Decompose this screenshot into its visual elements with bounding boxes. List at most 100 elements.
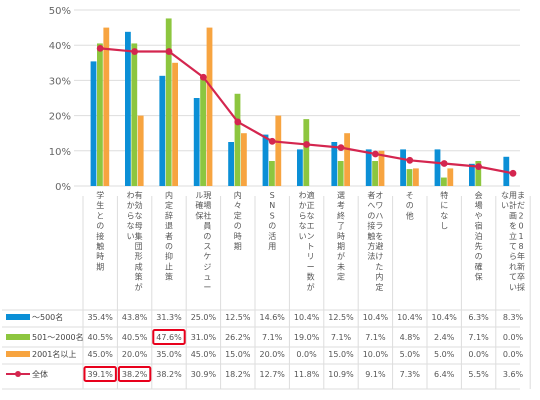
table-cell: 38.2% bbox=[122, 370, 148, 379]
bar bbox=[303, 119, 310, 186]
table-cell: 30.9% bbox=[191, 370, 217, 379]
line-point bbox=[234, 118, 242, 126]
bar bbox=[200, 76, 206, 186]
category-label: オワハラを避けた内定者への接触方法 bbox=[367, 191, 383, 292]
bar bbox=[441, 177, 447, 186]
bar bbox=[262, 134, 269, 186]
table-cell: 6.4% bbox=[434, 370, 455, 379]
table-cell: 40.5% bbox=[122, 333, 148, 342]
bar bbox=[159, 75, 166, 186]
table-cell: 40.5% bbox=[87, 333, 113, 342]
category-label: 現場社員のスケジュール確保 bbox=[195, 191, 211, 292]
table-cell: 15.0% bbox=[328, 350, 354, 359]
bar bbox=[275, 115, 282, 186]
table-cell: 4.8% bbox=[400, 333, 421, 342]
bar bbox=[400, 149, 406, 186]
legend-label: ～500名 bbox=[32, 312, 63, 322]
category-labels: 学生との接触時期 有効な母集団形成策がわからない 内定辞退者の抑止策 現場社員のスケジ… bbox=[96, 190, 525, 292]
bar bbox=[206, 27, 213, 186]
bar bbox=[234, 93, 241, 186]
line-point bbox=[200, 73, 207, 81]
category-label: 特になし bbox=[440, 190, 448, 231]
table-cell: 10.9% bbox=[328, 370, 354, 379]
table-cell: 7.1% bbox=[468, 333, 489, 342]
line-point bbox=[96, 44, 104, 52]
legend-swatch bbox=[6, 314, 30, 320]
table-cell: 7.1% bbox=[331, 333, 352, 342]
bar bbox=[241, 133, 247, 186]
category-label: 選考終了時期が未定 bbox=[337, 190, 345, 282]
table-cell: 0.0% bbox=[503, 333, 524, 342]
bar bbox=[406, 169, 413, 186]
table-cell: 39.1% bbox=[87, 370, 113, 379]
table-cell: 8.3% bbox=[503, 313, 524, 322]
bars bbox=[90, 18, 510, 187]
highlight-box bbox=[152, 329, 186, 345]
bar bbox=[165, 18, 172, 187]
bar bbox=[469, 163, 475, 186]
line-point bbox=[131, 48, 139, 55]
table-cell: 10.0% bbox=[363, 350, 389, 359]
table-cell: 26.2% bbox=[225, 333, 251, 342]
y-tick-label: 10% bbox=[49, 147, 71, 158]
table-cell: 35.4% bbox=[87, 313, 113, 322]
table-cell: 10.4% bbox=[431, 313, 457, 322]
y-tick-label: 20% bbox=[49, 112, 71, 123]
line-point bbox=[268, 137, 276, 145]
category-label: 有効な母集団形成策がわからない bbox=[127, 190, 143, 292]
bar bbox=[413, 168, 419, 186]
line-point bbox=[406, 156, 414, 164]
table-cell: 31.3% bbox=[156, 313, 182, 322]
table-cell: 47.6% bbox=[156, 333, 182, 342]
legend-label: 2001名以上 bbox=[32, 349, 76, 359]
bar bbox=[90, 61, 97, 186]
table-cell: 5.5% bbox=[468, 370, 489, 379]
bar bbox=[378, 150, 385, 186]
table-cell: 0.0% bbox=[503, 350, 524, 359]
bar bbox=[97, 43, 103, 186]
table-cell: 14.6% bbox=[259, 313, 285, 322]
legend-label: 全体 bbox=[32, 369, 48, 379]
bar bbox=[344, 133, 350, 186]
table-cell: 45.0% bbox=[87, 350, 113, 359]
table-cell: 9.1% bbox=[365, 370, 386, 379]
table-cell: 43.8% bbox=[122, 313, 148, 322]
legend-swatch bbox=[6, 351, 30, 357]
category-label: 適正なエントリー数がわからない bbox=[299, 190, 315, 292]
line-point bbox=[509, 169, 517, 177]
bar bbox=[372, 161, 378, 186]
table-cell: 18.2% bbox=[225, 370, 251, 379]
bar bbox=[228, 142, 234, 186]
legend-label: 501～2000名 bbox=[32, 332, 84, 342]
line-point bbox=[337, 144, 345, 152]
table-cell: 3.6% bbox=[503, 370, 524, 379]
line-point bbox=[440, 160, 448, 167]
bar bbox=[125, 31, 131, 186]
line-point bbox=[165, 48, 173, 55]
legend-swatch-point bbox=[15, 371, 21, 377]
table-cell: 15.0% bbox=[225, 350, 251, 359]
table-cell: 12.5% bbox=[328, 313, 354, 322]
table-cell: 7.3% bbox=[400, 370, 421, 379]
bar bbox=[434, 149, 441, 186]
table-cell: 35.0% bbox=[156, 350, 182, 359]
table-cell: 11.8% bbox=[294, 370, 320, 379]
table-cell: 2.4% bbox=[434, 333, 455, 342]
table-cell: 10.4% bbox=[397, 313, 423, 322]
table-cell: 7.1% bbox=[262, 333, 283, 342]
category-label: S N S の活用 bbox=[268, 191, 276, 251]
y-tick-label: 30% bbox=[49, 76, 71, 87]
table-cell: 5.0% bbox=[434, 350, 455, 359]
table-cell: 12.7% bbox=[259, 370, 285, 379]
category-label: 会場や宿泊先の確保 bbox=[475, 190, 483, 282]
bar bbox=[365, 149, 372, 186]
category-label: 学生との接触時期 bbox=[96, 190, 104, 271]
total-line bbox=[96, 44, 517, 177]
bar bbox=[137, 115, 144, 186]
bar bbox=[193, 98, 200, 186]
bar bbox=[447, 168, 454, 186]
bar bbox=[337, 161, 344, 186]
table-cell: 10.4% bbox=[294, 313, 320, 322]
table-cell: 20.0% bbox=[259, 350, 285, 359]
